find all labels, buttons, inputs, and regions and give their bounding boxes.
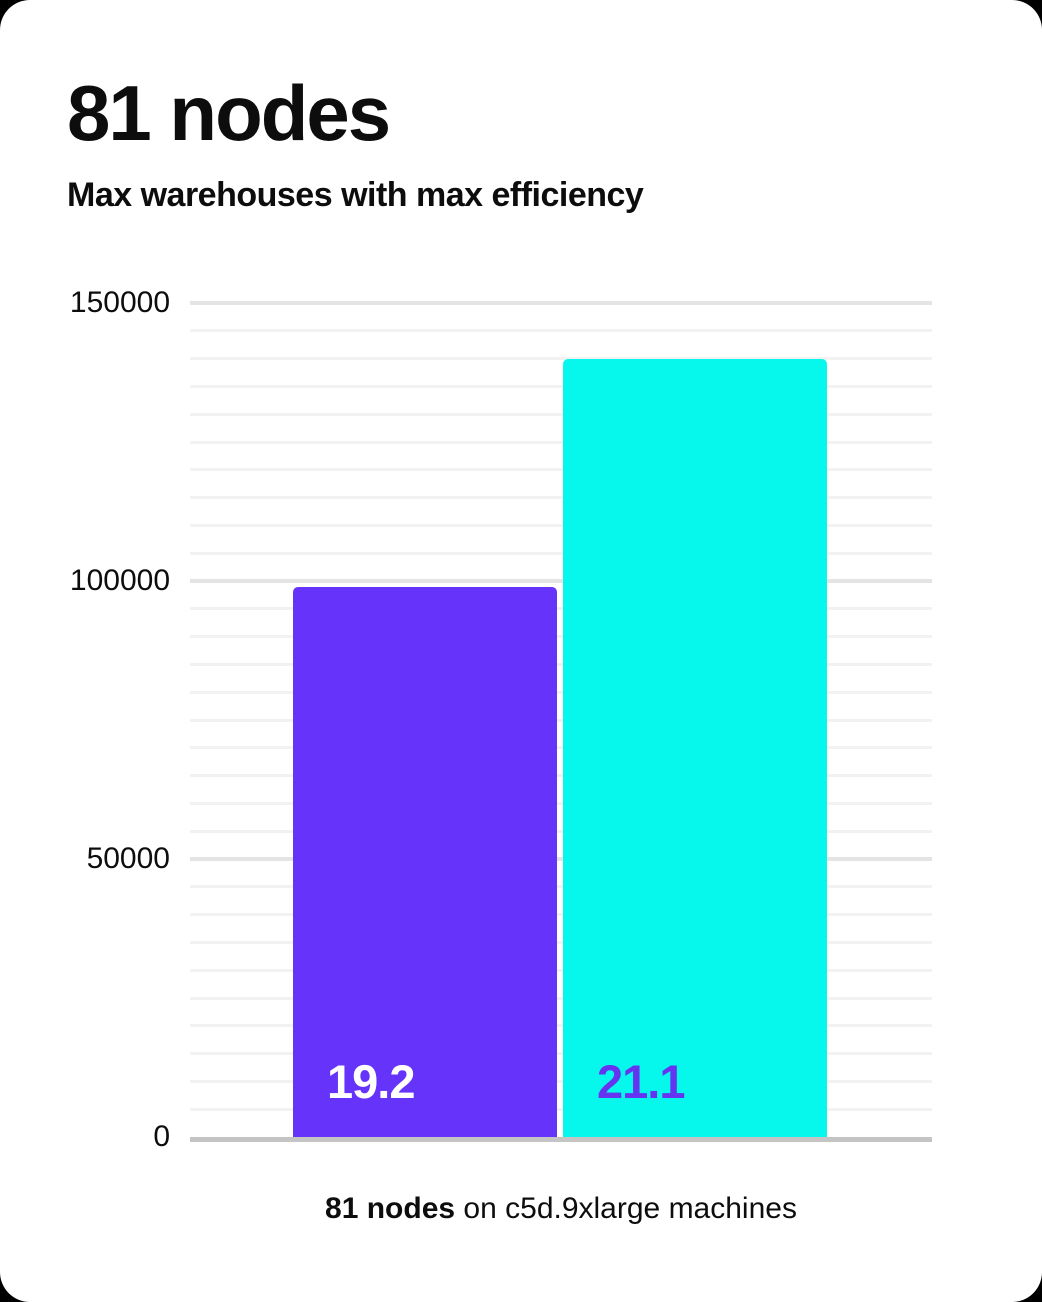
minor-gridline xyxy=(190,690,932,694)
minor-gridline xyxy=(190,885,932,889)
bar-value-label: 19.2 xyxy=(327,1055,415,1108)
minor-gridline xyxy=(190,996,932,1000)
chart-caption: 81 nodes on c5d.9xlarge machines xyxy=(190,1192,932,1226)
bar-19.2: 19.2 xyxy=(293,586,557,1137)
chart-subtitle: Max warehouses with max efficiency xyxy=(67,176,644,214)
minor-gridline xyxy=(190,1024,932,1028)
caption-bold-text: 81 nodes xyxy=(325,1192,456,1225)
minor-gridline xyxy=(190,412,932,416)
minor-gridline xyxy=(190,1052,932,1056)
minor-gridline xyxy=(190,635,932,639)
minor-gridline xyxy=(190,746,932,750)
minor-gridline xyxy=(190,801,932,805)
y-axis-tick-label: 0 xyxy=(153,1120,170,1153)
bar-21.1: 21.1 xyxy=(563,358,827,1137)
minor-gridline xyxy=(190,440,932,444)
major-gridline xyxy=(190,579,932,583)
plot-area: 19.2 21.1 xyxy=(190,301,932,1137)
minor-gridline xyxy=(190,468,932,472)
y-axis-tick-label: 150000 xyxy=(69,286,170,319)
caption-rest-text: on c5d.9xlarge machines xyxy=(455,1192,797,1225)
minor-gridline xyxy=(190,774,932,778)
minor-gridline xyxy=(190,496,932,500)
minor-gridline xyxy=(190,1079,932,1083)
y-axis-tick-label: 100000 xyxy=(69,564,170,597)
page-title: 81 nodes xyxy=(67,69,391,157)
bar-value-label: 21.1 xyxy=(597,1055,685,1108)
minor-gridline xyxy=(190,718,932,722)
minor-gridline xyxy=(190,357,932,361)
minor-gridline xyxy=(190,523,932,527)
minor-gridline xyxy=(190,551,932,555)
minor-gridline xyxy=(190,662,932,666)
minor-gridline xyxy=(190,384,932,388)
minor-gridline xyxy=(190,940,932,944)
minor-gridline xyxy=(190,329,932,333)
minor-gridline xyxy=(190,607,932,611)
x-axis-line xyxy=(190,1137,932,1142)
minor-gridline xyxy=(190,829,932,833)
minor-gridline xyxy=(190,913,932,917)
minor-gridline xyxy=(190,1107,932,1111)
major-gridline xyxy=(190,857,932,861)
major-gridline xyxy=(190,301,932,305)
minor-gridline xyxy=(190,968,932,972)
y-axis-tick-label: 50000 xyxy=(86,842,170,875)
